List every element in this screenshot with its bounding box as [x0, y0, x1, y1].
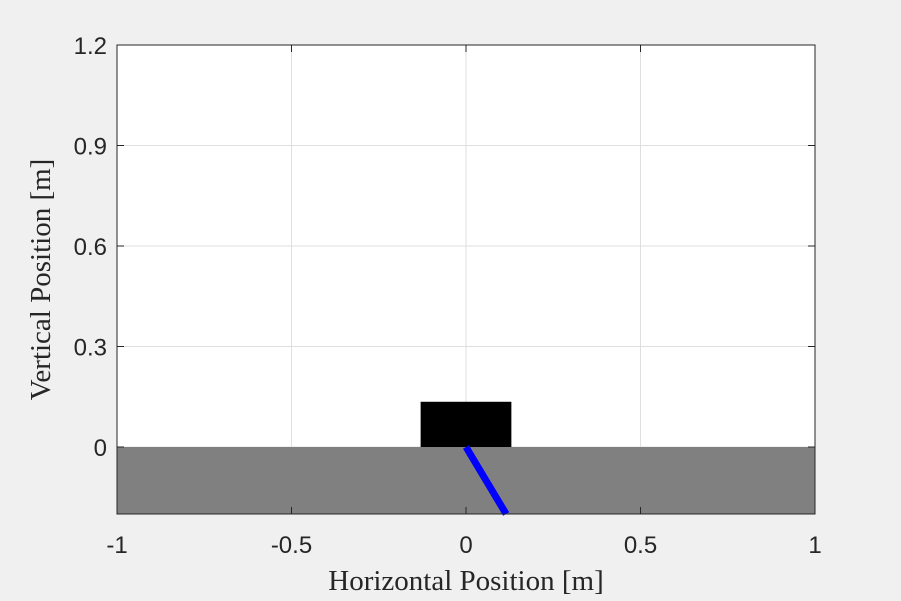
- x-tick-labels: -1 -0.5 0 0.5 1: [106, 532, 821, 559]
- tick-marks: [116, 44, 816, 514]
- x-axis-label: Horizontal Position [m]: [328, 565, 603, 597]
- y-tick-labels: 0 0.3 0.6 0.9 1.2: [74, 33, 107, 462]
- leg-line: [462, 445, 510, 516]
- y-tick-label: 0.9: [74, 134, 107, 161]
- y-tick-label: 1.2: [74, 33, 107, 60]
- body-block: [420, 401, 512, 447]
- y-tick-label: 0.6: [74, 234, 107, 261]
- x-tick-label: 1: [808, 532, 821, 559]
- x-tick-label: 0.5: [624, 532, 657, 559]
- y-tick-label: 0.3: [74, 335, 107, 362]
- x-tick-label: -0.5: [271, 532, 312, 559]
- y-tick-label: 0: [94, 435, 107, 462]
- ground-patch: [117, 447, 815, 514]
- x-tick-label: 0: [459, 532, 472, 559]
- x-tick-label: -1: [106, 532, 127, 559]
- y-axis-label: Vertical Position [m]: [25, 159, 57, 401]
